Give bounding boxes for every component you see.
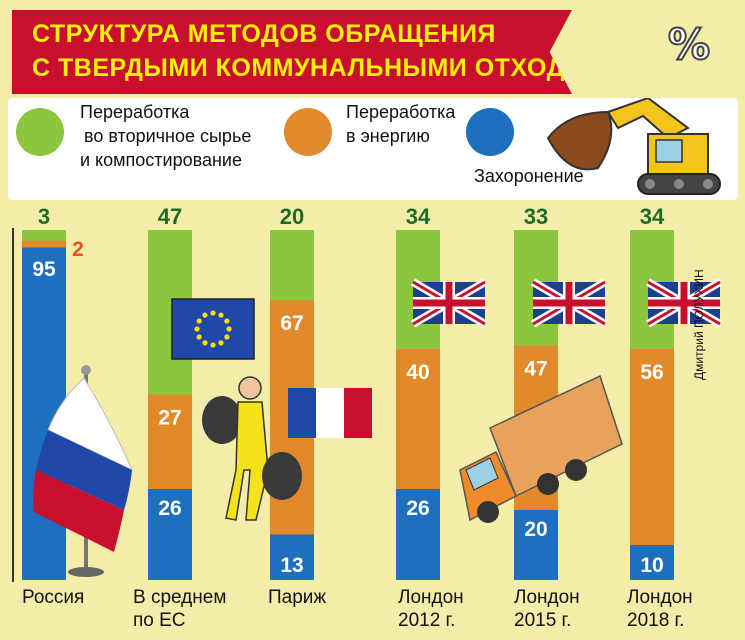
legend-swatch-energy [284,108,332,156]
label-recycling-4: 33 [524,204,548,229]
legend-label-landfill: Захоронение [474,166,584,186]
bar-energy-5 [630,349,674,545]
legend-swatch-recycling [16,108,64,156]
bar-energy-3 [396,349,440,489]
label-landfill-1: 26 [158,497,181,520]
label-recycling-1: 47 [158,204,182,229]
label-recycling-5: 34 [640,204,665,229]
legend: Переработка во вторичное сырье и компост… [8,98,738,200]
category-label-line: В среднем [133,587,227,608]
legend-label-energy: Переработка в энергию [346,102,456,146]
label-landfill-0: 95 [32,258,56,281]
label-energy-1: 27 [158,407,181,430]
eu-flag-icon [171,298,255,360]
label-landfill-2: 13 [280,554,303,577]
bar-landfill-2 [270,534,314,580]
legend-label-recycling: Переработка во вторичное сырье и компост… [80,102,252,170]
category-label-line: 2015 г. [514,610,572,631]
label-energy-5: 56 [640,361,663,384]
category-label-line: по ЕС [133,610,186,631]
category-label-line: Лондон [514,587,580,608]
bar-recycling-0 [22,230,66,241]
label-recycling-3: 34 [406,204,431,229]
bar-energy-1 [148,394,192,489]
category-label-5: Лондон 2018 г. [627,586,693,632]
label-energy-4: 47 [524,358,547,381]
bar-recycling-2 [270,230,314,300]
category-label-line: Лондон [627,587,693,608]
excavator-illustration [546,98,721,195]
percent-sign: % [667,19,711,70]
label-energy-3: 40 [406,361,429,384]
category-label-2: Париж [268,586,326,609]
category-label-line: Россия [22,587,85,608]
label-recycling-0: 3 [38,204,50,229]
uk-flag-icon-2018 [645,278,723,328]
category-label-0: Россия [22,586,84,609]
title-line-1: СТРУКТУРА МЕТОДОВ ОБРАЩЕНИЯ [32,20,496,48]
label-landfill-4: 20 [524,518,547,541]
category-label-line: Лондон [398,587,464,608]
bar-landfill-4 [514,510,558,580]
france-flag-icon [288,388,372,438]
worker-illustration [202,376,302,521]
category-label-line: 2012 г. [398,610,456,631]
uk-flag-icon-2012 [410,278,488,328]
label-recycling-2: 20 [280,204,304,229]
category-label-line: Париж [268,587,327,608]
category-label-1: В среднем по ЕС [133,586,226,632]
category-label-3: Лондон 2012 г. [398,586,464,632]
uk-flag-icon-2015 [530,278,608,328]
category-label-4: Лондон 2015 г. [514,586,580,632]
label-landfill-5: 10 [640,554,663,577]
label-landfill-3: 26 [406,497,429,520]
bar-landfill-5 [630,545,674,580]
bar-landfill-3 [396,489,440,580]
garbage-truck-illustration [459,374,623,523]
label-energy-0: 2 [72,238,84,261]
label-energy-2: 67 [280,312,303,335]
bar-landfill-1 [148,489,192,580]
category-label-line: 2018 г. [627,610,685,631]
credit: Дмитрий ПОЛУХИН [692,269,706,380]
title-banner: СТРУКТУРА МЕТОДОВ ОБРАЩЕНИЯ С ТВЕРДЫМИ К… [12,10,572,94]
title-line-2: С ТВЕРДЫМИ КОММУНАЛЬНЫМИ ОТХОДАМИ [32,54,624,82]
russia-flag-icon [33,365,133,577]
bar-energy-0 [22,240,66,248]
legend-swatch-landfill [466,108,514,156]
